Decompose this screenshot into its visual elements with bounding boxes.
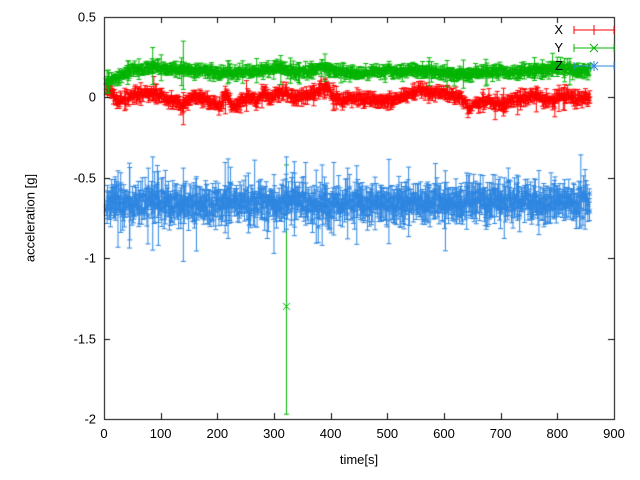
legend-label-y: Y	[554, 40, 563, 55]
x-tick-label: 700	[489, 426, 512, 441]
y-tick-label: -1	[84, 250, 96, 266]
y-axis-title: acceleration [g]	[22, 173, 38, 263]
x-tick-label: 100	[149, 426, 172, 441]
x-tick-label: 200	[206, 426, 229, 441]
legend-item-z: Z	[555, 58, 616, 73]
legend-label-x: X	[554, 22, 563, 37]
legend-sample-y-icon	[573, 43, 615, 52]
x-tick-label: 500	[376, 426, 399, 441]
y-tick-label: 0	[88, 89, 96, 105]
legend-sample-z-icon	[573, 60, 615, 71]
y-tick-label: -2	[84, 411, 96, 427]
y-tick-label: -1.5	[73, 331, 96, 347]
legend-item-x: X	[554, 22, 616, 37]
x-tick-label: 800	[546, 426, 569, 441]
x-tick-label: 300	[263, 426, 285, 441]
legend-sample-x-icon	[573, 24, 615, 35]
y-tick-label: 0.5	[77, 9, 96, 25]
legend-label-z: Z	[555, 58, 563, 73]
y-tick-label: -0.5	[73, 170, 96, 186]
legend-item-y: Y	[554, 40, 616, 55]
x-tick-label: 0	[100, 426, 108, 441]
x-tick-label: 400	[319, 426, 342, 441]
x-tick-label: 600	[433, 426, 455, 441]
x-axis-title: time[s]	[339, 452, 379, 467]
x-tick-label: 900	[603, 426, 625, 441]
